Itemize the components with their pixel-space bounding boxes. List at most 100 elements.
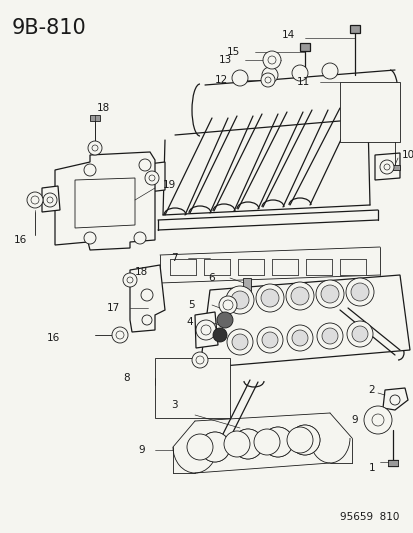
Circle shape xyxy=(371,414,383,426)
Bar xyxy=(204,259,230,275)
Text: 5: 5 xyxy=(188,300,195,310)
Polygon shape xyxy=(382,388,407,410)
Bar xyxy=(305,259,331,275)
Text: 9B-810: 9B-810 xyxy=(12,18,87,38)
Text: 6: 6 xyxy=(208,273,214,283)
Text: 95659  810: 95659 810 xyxy=(339,512,399,522)
Text: 17: 17 xyxy=(107,303,120,313)
Polygon shape xyxy=(195,312,218,348)
Bar xyxy=(339,82,399,142)
Circle shape xyxy=(233,429,262,459)
Text: 8: 8 xyxy=(123,373,130,383)
Text: 10: 10 xyxy=(401,150,413,160)
Bar xyxy=(154,358,230,418)
Circle shape xyxy=(264,77,271,83)
Text: 18: 18 xyxy=(97,103,110,113)
Circle shape xyxy=(235,73,244,83)
Circle shape xyxy=(112,327,128,343)
Circle shape xyxy=(363,406,391,434)
Circle shape xyxy=(262,51,280,69)
Text: 15: 15 xyxy=(226,47,240,57)
Circle shape xyxy=(123,273,137,287)
Circle shape xyxy=(195,356,204,364)
Polygon shape xyxy=(55,152,154,250)
Circle shape xyxy=(231,70,247,86)
Polygon shape xyxy=(140,162,165,193)
Text: 19: 19 xyxy=(163,180,176,190)
Bar xyxy=(299,43,309,51)
Circle shape xyxy=(291,330,307,346)
Bar xyxy=(237,259,263,275)
Circle shape xyxy=(47,197,53,203)
Circle shape xyxy=(199,432,230,462)
Circle shape xyxy=(316,323,342,349)
Circle shape xyxy=(264,70,274,80)
Bar xyxy=(271,259,297,275)
Text: 7: 7 xyxy=(171,253,178,263)
Circle shape xyxy=(88,141,102,155)
Text: 14: 14 xyxy=(281,30,294,40)
Circle shape xyxy=(261,332,277,348)
Bar xyxy=(237,259,263,275)
Polygon shape xyxy=(199,275,409,368)
Bar xyxy=(271,259,297,275)
Circle shape xyxy=(141,289,153,301)
Bar xyxy=(170,259,195,275)
Circle shape xyxy=(379,160,393,174)
Text: 3: 3 xyxy=(171,400,178,410)
Text: 4: 4 xyxy=(186,317,192,327)
Circle shape xyxy=(92,145,98,151)
Circle shape xyxy=(389,395,399,405)
Circle shape xyxy=(231,334,247,350)
Circle shape xyxy=(142,315,152,325)
Circle shape xyxy=(286,325,312,351)
Circle shape xyxy=(218,296,236,314)
Circle shape xyxy=(139,159,151,171)
Circle shape xyxy=(261,67,277,83)
Text: 2: 2 xyxy=(368,385,374,395)
Text: 9: 9 xyxy=(351,415,357,425)
Circle shape xyxy=(145,171,159,185)
Bar xyxy=(242,278,250,296)
Circle shape xyxy=(256,327,282,353)
Circle shape xyxy=(324,66,334,76)
Circle shape xyxy=(27,192,43,208)
Circle shape xyxy=(260,289,278,307)
Circle shape xyxy=(212,328,226,342)
Circle shape xyxy=(223,431,249,457)
Circle shape xyxy=(267,56,275,64)
Circle shape xyxy=(294,68,304,78)
Circle shape xyxy=(260,73,274,87)
Circle shape xyxy=(84,164,96,176)
Polygon shape xyxy=(374,153,399,180)
Circle shape xyxy=(285,282,313,310)
Circle shape xyxy=(192,352,207,368)
Circle shape xyxy=(321,63,337,79)
Circle shape xyxy=(320,285,338,303)
Circle shape xyxy=(149,175,154,181)
Text: 13: 13 xyxy=(218,55,231,65)
Bar xyxy=(349,25,359,33)
Circle shape xyxy=(345,278,373,306)
Circle shape xyxy=(223,300,233,310)
Circle shape xyxy=(225,286,254,314)
Circle shape xyxy=(134,232,146,244)
Circle shape xyxy=(289,425,319,455)
Bar xyxy=(305,259,331,275)
Polygon shape xyxy=(42,186,60,212)
Circle shape xyxy=(255,284,283,312)
Circle shape xyxy=(31,196,39,204)
Bar xyxy=(389,165,399,170)
Circle shape xyxy=(187,434,212,460)
Polygon shape xyxy=(130,265,165,332)
Circle shape xyxy=(116,331,124,339)
Circle shape xyxy=(383,164,389,170)
Circle shape xyxy=(262,427,292,457)
Circle shape xyxy=(230,291,248,309)
Text: 12: 12 xyxy=(214,75,228,85)
Circle shape xyxy=(216,312,233,328)
Bar xyxy=(339,259,365,275)
Bar xyxy=(170,259,195,275)
Text: 9: 9 xyxy=(138,445,145,455)
Bar xyxy=(204,259,230,275)
